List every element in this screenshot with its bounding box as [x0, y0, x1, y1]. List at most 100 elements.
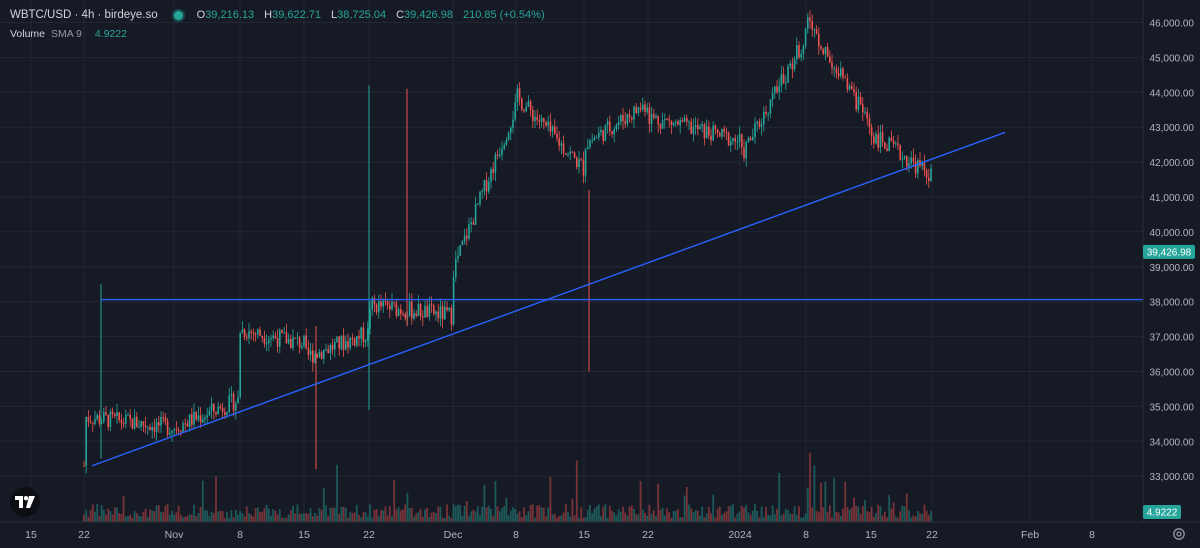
- candle-body: [824, 46, 827, 55]
- volume-bar: [927, 515, 930, 522]
- volume-bar: [289, 510, 292, 522]
- candle-body: [829, 56, 831, 63]
- volume-bar: [531, 504, 534, 522]
- price-tick-label: 34,000.00: [1150, 437, 1195, 448]
- volume-bar: [298, 513, 301, 522]
- candle-body: [437, 311, 439, 319]
- candle-body: [268, 339, 270, 343]
- volume-bar: [399, 510, 402, 522]
- candle-body: [265, 342, 268, 344]
- volume-bar: [740, 506, 743, 522]
- candle-body: [925, 170, 928, 178]
- candle-body: [364, 340, 367, 343]
- candle-body: [587, 147, 589, 150]
- volume-bar: [525, 515, 528, 522]
- candle-body: [402, 313, 404, 315]
- volume-bar: [270, 515, 272, 522]
- volume-bar: [875, 513, 877, 522]
- volume-bar: [727, 506, 730, 522]
- candle-body: [543, 117, 545, 122]
- candle-body: [518, 88, 521, 99]
- candle-body: [690, 121, 692, 134]
- volume-bar: [758, 517, 761, 522]
- volume-bar: [694, 510, 697, 522]
- tradingview-logo-icon[interactable]: [10, 487, 40, 517]
- candle-body: [507, 132, 510, 140]
- volume-bar: [382, 510, 385, 522]
- candle-body: [699, 126, 701, 130]
- candle-body: [479, 191, 481, 204]
- time-tick-label: Nov: [165, 529, 184, 541]
- candle-body: [285, 332, 288, 344]
- candle-body: [413, 313, 415, 319]
- volume-bar: [333, 507, 336, 522]
- candle-body: [261, 335, 263, 338]
- time-tick-label: 22: [926, 529, 938, 541]
- candle-body: [730, 141, 732, 146]
- volume-bar: [371, 517, 374, 522]
- gear-icon[interactable]: [1172, 527, 1186, 541]
- candle-body: [98, 415, 101, 424]
- candle-body: [650, 114, 653, 125]
- candle-body: [202, 419, 204, 423]
- candle-body: [371, 297, 373, 310]
- candle-body: [840, 68, 842, 76]
- candle-body: [252, 332, 255, 334]
- price-tick-label: 42,000.00: [1150, 158, 1195, 169]
- candle-body: [694, 125, 697, 127]
- drawn-lines[interactable]: [91, 131, 1143, 467]
- volume-bar: [127, 515, 129, 522]
- volume-bar: [780, 515, 783, 522]
- volume-bar: [351, 513, 354, 522]
- candle-body: [813, 29, 816, 31]
- sma-label: SMA 9: [50, 28, 82, 40]
- candle-body: [474, 204, 477, 225]
- candle-body: [686, 117, 688, 122]
- volume-bar: [164, 505, 167, 522]
- price-axis[interactable]: 46,000.00 45,000.00 44,000.00 43,000.00 42,0…: [1142, 0, 1200, 548]
- candle-body: [96, 415, 98, 420]
- volume-bar: [329, 508, 332, 522]
- volume-tag-label: 4.9222: [1147, 508, 1178, 519]
- volume-bar: [809, 452, 811, 522]
- volume-bar: [663, 515, 666, 522]
- volume-bar: [635, 514, 638, 522]
- candle-body: [921, 161, 923, 166]
- candle-body: [111, 411, 114, 415]
- candle-body: [708, 126, 710, 136]
- candle-body: [848, 86, 851, 90]
- candle-body: [446, 306, 448, 311]
- candle-body: [329, 344, 332, 354]
- volume-bar: [696, 510, 699, 522]
- volume-bar: [408, 508, 411, 522]
- candle-body: [527, 101, 530, 107]
- volume-bar: [109, 511, 112, 522]
- candle-body: [349, 337, 351, 348]
- candle-body: [657, 116, 659, 125]
- candle-body: [670, 120, 673, 126]
- trend-line[interactable]: [91, 131, 1006, 467]
- candle-body: [752, 137, 754, 141]
- candle-body: [195, 411, 197, 420]
- volume-bar: [437, 506, 440, 522]
- candle-body: [668, 119, 670, 121]
- volume-bar: [446, 504, 448, 522]
- candle-body: [272, 335, 274, 338]
- candle-body: [822, 48, 824, 55]
- candle-body: [217, 406, 219, 415]
- time-axis[interactable]: 15 22 Nov 8 15 22 Dec 8 15 22 2024 8 15 22 Feb 8: [0, 521, 1200, 548]
- volume-bar: [842, 508, 844, 522]
- volume-bar: [604, 504, 607, 522]
- candle-body: [408, 301, 411, 316]
- candle-body: [516, 88, 519, 103]
- volume-bar: [626, 515, 629, 522]
- volume-bar: [388, 506, 391, 522]
- candle-body: [609, 121, 611, 132]
- candle-body: [400, 309, 402, 314]
- candle-body: [404, 314, 406, 319]
- volume-bar: [338, 514, 341, 522]
- volume-bar: [659, 509, 662, 522]
- volume-bar: [190, 514, 193, 522]
- volume-bar: [787, 510, 789, 522]
